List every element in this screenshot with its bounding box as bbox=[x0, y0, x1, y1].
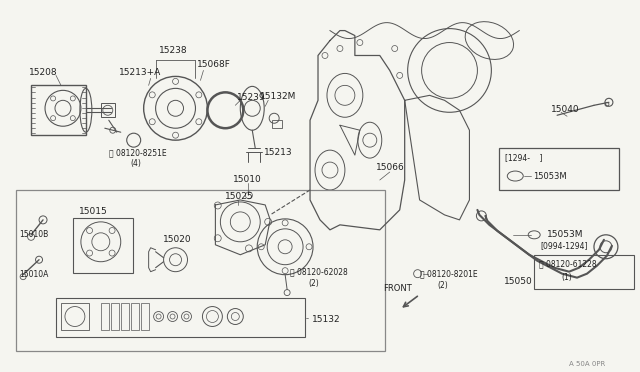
Bar bbox=[131, 302, 139, 330]
Text: 15015: 15015 bbox=[79, 207, 108, 216]
Text: 15213: 15213 bbox=[264, 148, 293, 157]
Text: Ⓑ 08120-62028: Ⓑ 08120-62028 bbox=[290, 268, 348, 277]
Bar bbox=[61, 302, 89, 330]
Bar bbox=[141, 302, 148, 330]
Text: 15050: 15050 bbox=[504, 277, 533, 286]
Bar bbox=[101, 302, 109, 330]
Text: (2): (2) bbox=[438, 280, 448, 290]
Text: (2): (2) bbox=[308, 279, 319, 288]
Bar bbox=[111, 302, 119, 330]
Bar bbox=[31, 86, 86, 135]
Text: Ⓑ 08120-61228: Ⓑ 08120-61228 bbox=[539, 260, 597, 269]
Text: [0994-1294]: [0994-1294] bbox=[540, 241, 588, 250]
Bar bbox=[272, 120, 282, 128]
Text: 15053M: 15053M bbox=[547, 230, 584, 239]
Text: FRONT: FRONT bbox=[383, 283, 412, 293]
Text: 15213+A: 15213+A bbox=[119, 68, 161, 77]
Text: 15068F: 15068F bbox=[196, 61, 230, 70]
Bar bbox=[73, 218, 132, 273]
Text: 15208: 15208 bbox=[29, 68, 58, 77]
Text: 15132: 15132 bbox=[312, 314, 340, 324]
Bar bbox=[121, 302, 129, 330]
Text: 15066: 15066 bbox=[376, 163, 404, 172]
Bar bbox=[16, 190, 385, 352]
Text: 15040: 15040 bbox=[551, 105, 580, 114]
Text: (1): (1) bbox=[561, 273, 572, 282]
Text: 15010A: 15010A bbox=[19, 270, 49, 279]
Text: 15010: 15010 bbox=[234, 175, 262, 184]
Bar bbox=[534, 255, 634, 289]
Text: 15239: 15239 bbox=[237, 93, 266, 102]
Text: Ⓑ 08120-8251E: Ⓑ 08120-8251E bbox=[109, 148, 166, 157]
Text: 15025: 15025 bbox=[225, 192, 254, 201]
Text: A 50A 0PR: A 50A 0PR bbox=[569, 361, 605, 367]
Text: [1294-    ]: [1294- ] bbox=[506, 153, 543, 162]
Text: Ⓑ 08120-8201E: Ⓑ 08120-8201E bbox=[420, 270, 477, 279]
Text: 15238: 15238 bbox=[159, 45, 188, 55]
Bar bbox=[101, 103, 115, 117]
Text: 15010B: 15010B bbox=[19, 230, 49, 239]
Bar bbox=[56, 298, 305, 337]
Text: 15053M: 15053M bbox=[533, 172, 567, 181]
Text: (4): (4) bbox=[131, 159, 141, 168]
Text: 15020: 15020 bbox=[163, 235, 191, 244]
Bar bbox=[499, 148, 619, 190]
Text: 15132M: 15132M bbox=[260, 92, 296, 101]
